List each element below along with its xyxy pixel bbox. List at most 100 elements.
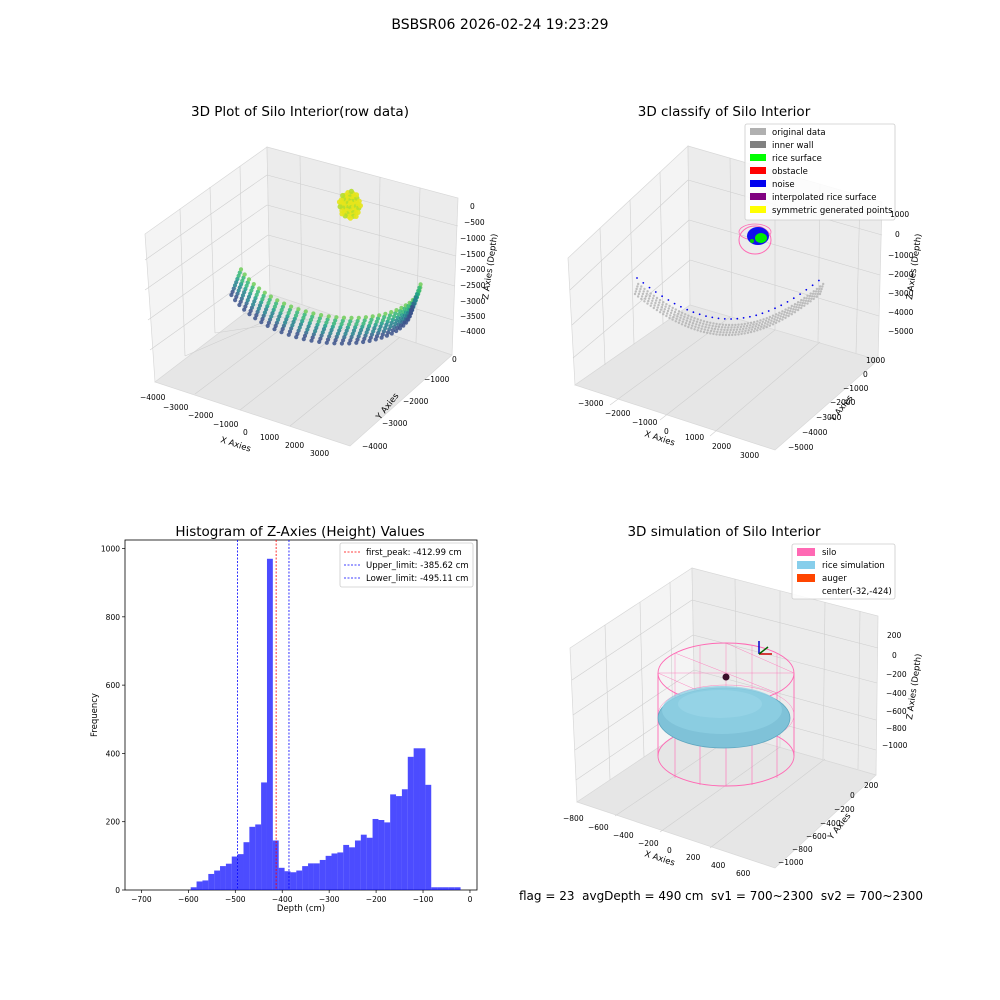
simulation-ytick: 200 (864, 781, 879, 790)
simulation-legend: silo rice simulation auger center(-32,-4… (791, 543, 896, 600)
classify-ztick: 0 (895, 230, 900, 239)
histogram-xtick-label: −200 (366, 895, 387, 904)
histogram-bar (366, 837, 373, 890)
histogram-xtick-label: −300 (319, 895, 340, 904)
simulation-ztick: −1000 (882, 741, 908, 750)
simulation-ytick: −200 (834, 805, 855, 814)
histogram-bar (243, 842, 250, 890)
classify-ztick: −3000 (888, 289, 914, 298)
classify-ztick: −5000 (888, 327, 914, 336)
simulation-ytick: 0 (850, 791, 855, 800)
status-footer: flag = 23 avgDepth = 490 cm sv1 = 700~23… (519, 889, 924, 903)
simulation-y-ticks: 200 0 −200 −400 −600 −800 −1000 (778, 781, 879, 867)
histogram-bar (231, 856, 238, 890)
simulation-ytick: −400 (820, 819, 841, 828)
simulation-3d-plot: silo rice simulation auger center(-32,-4… (563, 543, 924, 878)
raw-ztick: −4000 (460, 327, 486, 336)
histogram-bar (220, 866, 226, 890)
raw-xtick: 2000 (285, 441, 304, 450)
histogram-bar (272, 840, 279, 890)
histogram-xtick-label: 0 (468, 895, 473, 904)
classify-ytick: −4000 (802, 428, 828, 437)
histogram-bar (396, 796, 402, 890)
classify-plot-title: 3D classify of Silo Interior (637, 104, 811, 120)
legend-swatch-interpolated (750, 193, 766, 200)
classify-ztick: −1000 (888, 251, 914, 260)
simulation-z-ticks: 200 0 −200 −400 −600 −800 −1000 (882, 631, 908, 750)
auger-marker (722, 641, 772, 681)
raw-xtick: −3000 (163, 403, 189, 412)
histogram-bar (255, 824, 262, 890)
classify-ytick: 0 (863, 370, 868, 379)
legend-label-noise: noise (772, 180, 795, 190)
classify-ztick: −4000 (888, 308, 914, 317)
histogram-bar (296, 870, 303, 890)
histogram-xtick-label: −400 (272, 895, 293, 904)
raw-xtick: −2000 (188, 411, 214, 420)
simulation-xtick: 0 (667, 846, 672, 855)
legend-label-rice-simulation: rice simulation (822, 561, 885, 571)
simulation-xtick: 400 (711, 861, 726, 870)
histogram-bar (190, 887, 197, 890)
histogram-y-ticks: 0 200 400 600 800 1000 (101, 545, 125, 895)
simulation-xtick: 600 (736, 869, 751, 878)
histogram-bar (196, 881, 203, 890)
histogram-bar (407, 756, 414, 890)
figure-title: BSBSR06 2026-02-24 19:23:29 (391, 17, 609, 33)
legend-label-first-peak: first_peak: -412.99 cm (366, 548, 462, 558)
raw-plot-title: 3D Plot of Silo Interior(row data) (191, 104, 409, 120)
histogram-bar (319, 859, 326, 890)
raw-y-ticks: 0 −1000 −2000 −3000 −4000 (362, 355, 457, 451)
classify-ytick: −1000 (843, 384, 869, 393)
classify-xtick: 3000 (740, 451, 759, 460)
simulation-ztick: 0 (892, 651, 897, 660)
legend-swatch-auger (797, 574, 815, 582)
simulation-z-label: Z Axies (Depth) (905, 653, 924, 720)
histogram-x-label: Depth (cm) (277, 904, 325, 914)
simulation-xtick: −800 (563, 814, 584, 823)
raw-ztick: −1500 (460, 250, 486, 259)
histogram-bar (249, 826, 256, 890)
raw-ztick: −2500 (460, 281, 486, 290)
legend-swatch-inner-wall (750, 141, 766, 148)
legend-swatch-silo (797, 548, 815, 556)
histogram-bar (331, 853, 338, 890)
classify-ytick: −2000 (830, 398, 856, 407)
histogram-bar (278, 867, 285, 890)
classify-xtick: 2000 (712, 442, 731, 451)
simulation-ztick: 200 (887, 631, 902, 640)
legend-label-symmetric: symmetric generated points (772, 206, 893, 216)
simulation-ztick: −600 (886, 707, 907, 716)
classify-xtick: 1000 (685, 433, 704, 442)
legend-label-rice-surface: rice surface (772, 154, 822, 164)
raw-ztick: −3000 (460, 297, 486, 306)
histogram-bar (202, 880, 209, 890)
histogram-legend: first_peak: -412.99 cm Upper_limit: -385… (339, 542, 474, 588)
legend-swatch-rice-surface (750, 154, 766, 161)
raw-xtick: 3000 (310, 449, 329, 458)
classify-xtick: −3000 (578, 399, 604, 408)
histogram-bar (448, 887, 455, 890)
raw-point-cloud (229, 267, 423, 346)
histogram-bar (384, 822, 391, 890)
raw-ytick: −4000 (362, 442, 388, 451)
histogram-bar (454, 887, 461, 890)
raw-x-ticks: −4000 −3000 −2000 −1000 0 1000 2000 3000 (140, 393, 329, 458)
classify-legend: original data inner wall rice surface ob… (744, 123, 896, 221)
histogram-bar (237, 854, 244, 890)
histogram-bar (261, 782, 267, 890)
simulation-ztick: −200 (886, 670, 907, 679)
legend-swatch-rice-simulation (797, 561, 815, 569)
histogram-ytick-label: 0 (115, 886, 120, 895)
raw-3d-plot: −4000 −3000 −2000 −1000 0 1000 2000 3000… (140, 146, 500, 458)
raw-ztick: −2000 (460, 265, 486, 274)
legend-swatch-obstacle (750, 167, 766, 174)
histogram-bar (372, 818, 379, 890)
histogram-bar (290, 872, 297, 890)
raw-ytick: −3000 (382, 419, 408, 428)
classify-xtick: 0 (664, 427, 669, 436)
classify-y-ticks: 1000 0 −1000 −2000 −3000 −4000 −5000 (788, 356, 885, 452)
classify-ytick: 1000 (866, 356, 885, 365)
histogram-bar (413, 748, 420, 890)
histogram-bar (325, 855, 332, 890)
